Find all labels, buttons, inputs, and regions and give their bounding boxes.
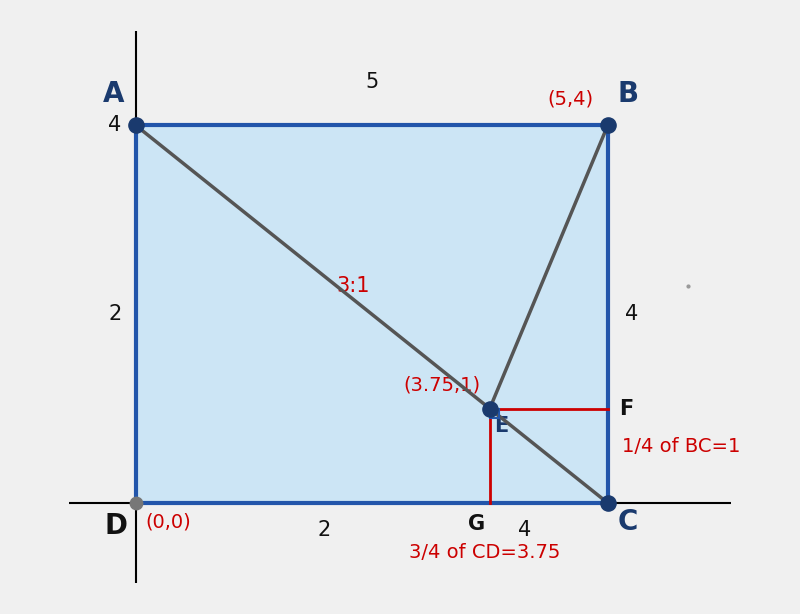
Text: 3/4 of CD=3.75: 3/4 of CD=3.75 <box>410 543 561 562</box>
Text: 5: 5 <box>365 72 378 92</box>
Text: 2: 2 <box>108 304 122 324</box>
Text: B: B <box>618 80 638 108</box>
Text: 4: 4 <box>625 304 638 324</box>
Point <box>129 498 142 508</box>
Point <box>129 120 142 130</box>
Text: 4: 4 <box>108 115 122 135</box>
Text: C: C <box>618 508 638 536</box>
Text: (5,4): (5,4) <box>547 89 594 108</box>
Text: 3:1: 3:1 <box>336 276 370 296</box>
Text: 4: 4 <box>518 520 531 540</box>
Text: (0,0): (0,0) <box>145 513 190 532</box>
Polygon shape <box>135 125 608 503</box>
Text: D: D <box>105 513 128 540</box>
Text: A: A <box>102 80 124 108</box>
Text: E: E <box>494 416 509 436</box>
Point <box>602 120 614 130</box>
Text: G: G <box>468 515 485 534</box>
Text: 1/4 of BC=1: 1/4 of BC=1 <box>622 437 740 456</box>
Text: (3.75,1): (3.75,1) <box>403 375 480 394</box>
Point <box>602 498 614 508</box>
Text: F: F <box>619 398 634 419</box>
Text: 2: 2 <box>318 520 331 540</box>
Point <box>483 403 496 413</box>
